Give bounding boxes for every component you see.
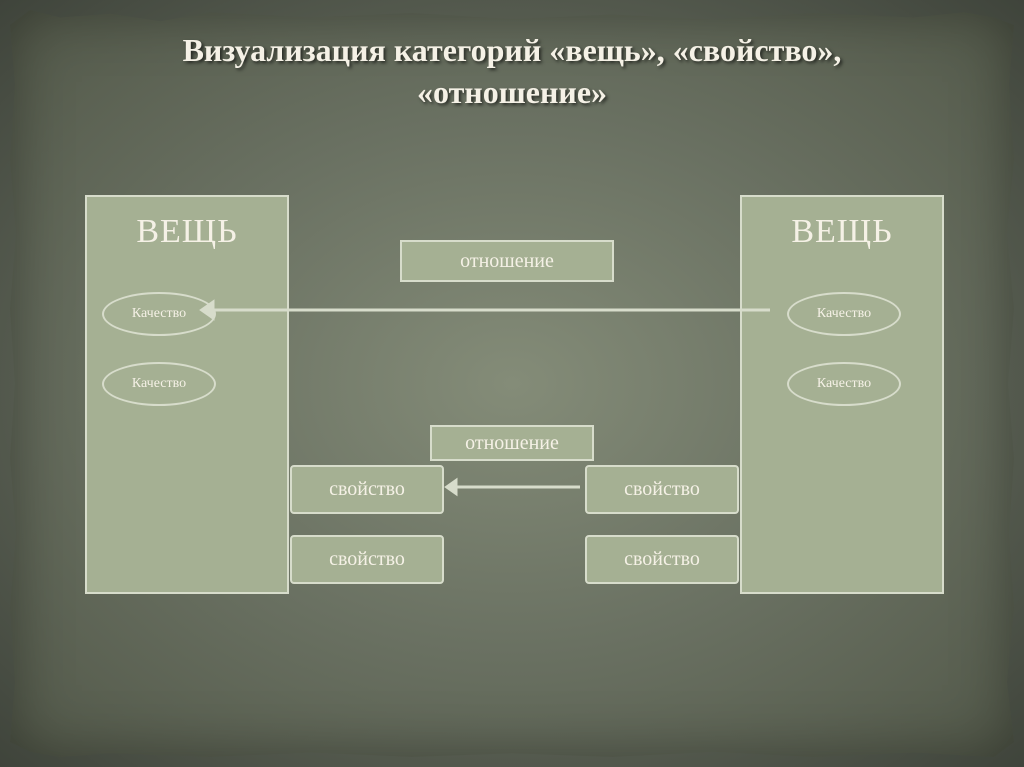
slide-canvas: Визуализация категорий «вещь», «свойство… [0, 0, 1024, 767]
arrow-layer [0, 0, 1024, 767]
